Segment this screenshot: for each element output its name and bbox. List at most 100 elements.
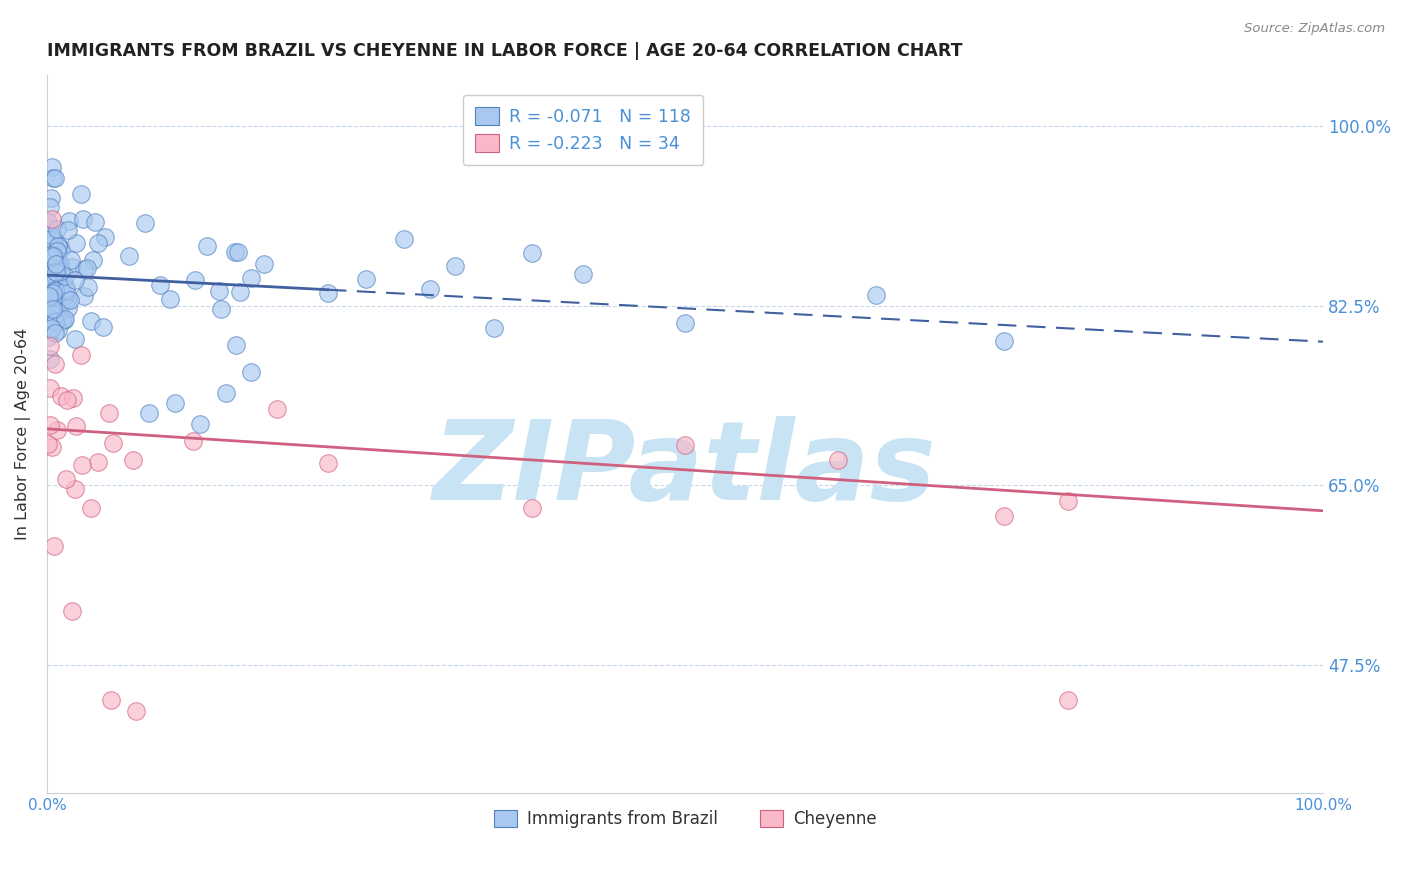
Point — [49, 264, 72, 278]
Point — [69, 347, 91, 361]
Point — [44, 358, 66, 372]
Point — [52, 276, 75, 290]
Point — [38, 352, 60, 367]
Point — [1057, 693, 1080, 707]
Point — [46, 244, 69, 259]
Point — [87, 455, 110, 469]
Point — [38, 219, 60, 234]
Point — [62, 391, 84, 405]
Point — [58, 214, 80, 228]
Point — [69, 187, 91, 202]
Point — [673, 316, 696, 330]
Point — [41, 267, 63, 281]
Point — [993, 508, 1015, 523]
Point — [101, 436, 124, 450]
Point — [87, 235, 110, 250]
Point — [45, 277, 67, 291]
Point — [572, 267, 595, 281]
Point — [56, 301, 79, 315]
Point — [42, 290, 65, 304]
Point — [58, 291, 80, 305]
Point — [39, 191, 62, 205]
Point — [316, 456, 339, 470]
Legend: Immigrants from Brazil, Cheyenne: Immigrants from Brazil, Cheyenne — [486, 803, 883, 835]
Point — [118, 248, 141, 262]
Point — [44, 171, 66, 186]
Point — [37, 317, 59, 331]
Point — [80, 314, 103, 328]
Point — [520, 245, 543, 260]
Point — [63, 332, 86, 346]
Text: IMMIGRANTS FROM BRAZIL VS CHEYENNE IN LABOR FORCE | AGE 20-64 CORRELATION CHART: IMMIGRANTS FROM BRAZIL VS CHEYENNE IN LA… — [46, 42, 963, 60]
Point — [59, 293, 82, 308]
Point — [42, 539, 65, 553]
Point — [134, 216, 156, 230]
Point — [41, 440, 63, 454]
Point — [224, 245, 246, 260]
Point — [41, 161, 63, 175]
Point — [45, 257, 67, 271]
Point — [37, 254, 59, 268]
Point — [209, 301, 232, 316]
Point — [39, 200, 62, 214]
Point — [41, 285, 63, 300]
Point — [56, 392, 79, 407]
Point — [55, 281, 77, 295]
Point — [42, 170, 65, 185]
Point — [149, 278, 172, 293]
Point — [45, 423, 67, 437]
Point — [45, 222, 67, 236]
Point — [53, 312, 76, 326]
Point — [184, 273, 207, 287]
Point — [46, 260, 69, 274]
Point — [45, 287, 67, 301]
Point — [41, 281, 63, 295]
Point — [240, 271, 263, 285]
Point — [39, 251, 62, 265]
Point — [482, 321, 505, 335]
Point — [76, 260, 98, 275]
Point — [51, 389, 73, 403]
Point — [65, 235, 87, 250]
Point — [49, 242, 72, 256]
Point — [38, 289, 60, 303]
Point — [65, 419, 87, 434]
Point — [37, 310, 59, 325]
Point — [53, 312, 76, 326]
Point — [39, 247, 62, 261]
Point — [37, 215, 59, 229]
Point — [45, 313, 67, 327]
Point — [73, 262, 96, 277]
Point — [188, 417, 211, 431]
Text: Source: ZipAtlas.com: Source: ZipAtlas.com — [1244, 22, 1385, 36]
Point — [44, 326, 66, 340]
Point — [394, 232, 416, 246]
Point — [46, 237, 69, 252]
Point — [55, 472, 77, 486]
Point — [125, 704, 148, 718]
Y-axis label: In Labor Force | Age 20-64: In Labor Force | Age 20-64 — [15, 327, 31, 540]
Point — [993, 334, 1015, 348]
Point — [42, 302, 65, 317]
Point — [39, 227, 62, 242]
Point — [266, 401, 288, 416]
Point — [38, 417, 60, 432]
Point — [42, 248, 65, 262]
Point — [72, 458, 94, 472]
Point — [55, 293, 77, 308]
Point — [46, 323, 69, 337]
Point — [37, 291, 59, 305]
Point — [53, 268, 76, 283]
Point — [44, 251, 66, 265]
Point — [229, 285, 252, 300]
Point — [45, 302, 67, 317]
Point — [195, 239, 218, 253]
Point — [44, 283, 66, 297]
Point — [63, 273, 86, 287]
Point — [98, 406, 121, 420]
Point — [77, 280, 100, 294]
Point — [91, 320, 114, 334]
Point — [44, 315, 66, 329]
Point — [56, 223, 79, 237]
Point — [48, 304, 70, 318]
